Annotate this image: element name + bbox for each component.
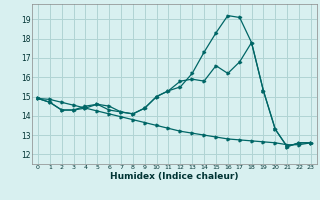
X-axis label: Humidex (Indice chaleur): Humidex (Indice chaleur) (110, 172, 239, 181)
